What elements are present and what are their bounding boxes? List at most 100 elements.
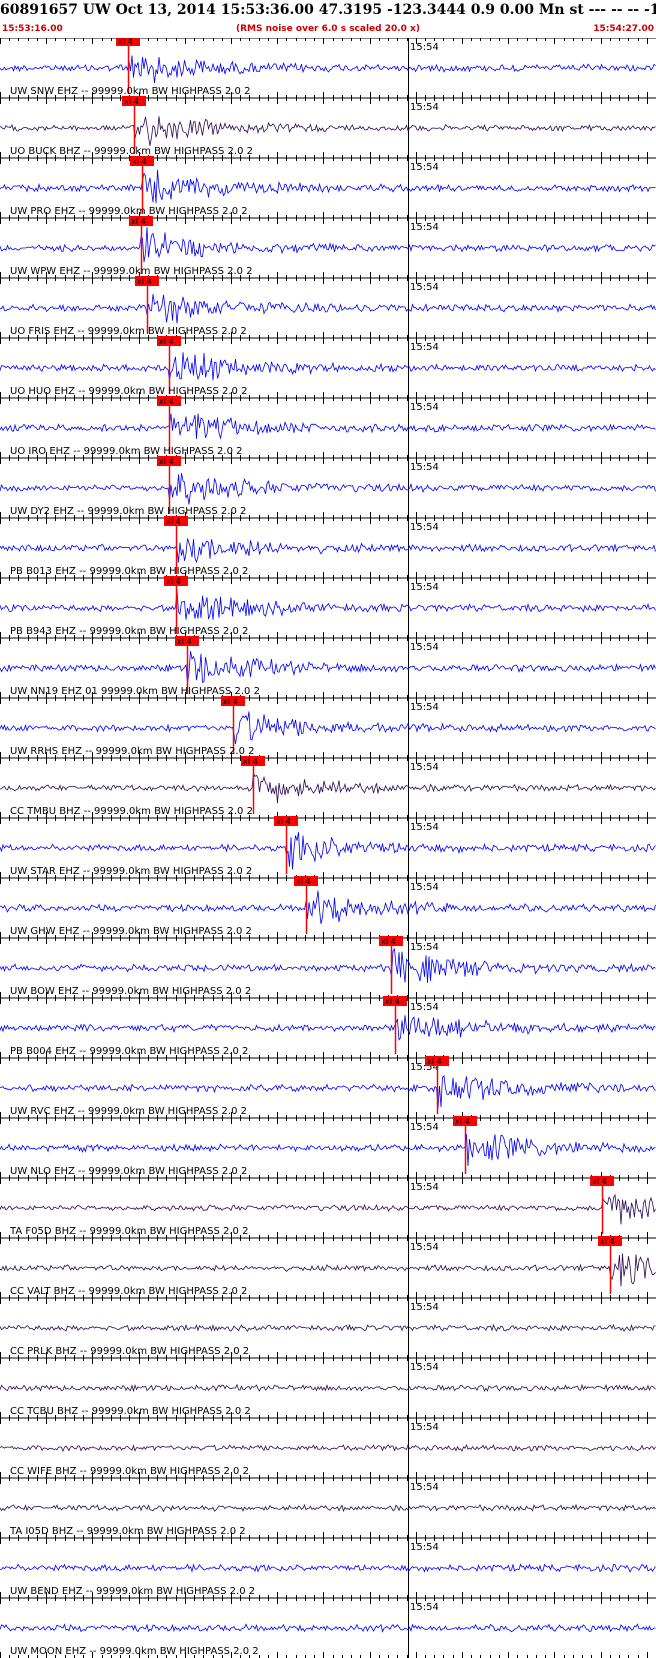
pick-label: xI 4 — [131, 217, 146, 226]
pick-flag — [241, 756, 265, 766]
minute-label: 15:54 — [410, 942, 439, 953]
waveform-trace — [0, 169, 656, 204]
pick-flag — [164, 576, 188, 586]
channel-label: TA I05D BHZ -- 99999.0km BW HIGHPASS 2.0… — [9, 1526, 246, 1537]
pick-label: xI 4 — [137, 277, 152, 286]
pick-label: xI 4 — [243, 757, 258, 766]
pick-flag — [294, 876, 318, 886]
waveform-trace — [0, 538, 656, 564]
time-ticks — [0, 98, 656, 158]
minute-label: 15:54 — [410, 522, 439, 533]
minute-label: 15:54 — [410, 102, 439, 113]
minute-label: 15:54 — [410, 702, 439, 713]
pick-flag — [274, 816, 298, 826]
time-ticks — [0, 1058, 656, 1118]
waveform-trace — [0, 832, 656, 870]
channel-label: UO BUCK BHZ -- 99999.0km BW HIGHPASS 2.0… — [10, 146, 253, 157]
minute-label: 15:54 — [410, 1062, 439, 1073]
channel-label: CC TCBU BHZ -- 99999.0km BW HIGHPASS 2.0… — [10, 1406, 251, 1417]
channel-label: UW RVC EHZ -- 99999.0km BW HIGHPASS 2.0 … — [10, 1106, 247, 1117]
minute-label: 15:54 — [410, 762, 439, 773]
waveform-trace — [0, 413, 656, 440]
pick-flag — [221, 696, 245, 706]
channel-label: UW SNW EHZ -- 99999.0km BW HIGHPASS 2.0 … — [10, 86, 250, 97]
minute-label: 15:54 — [410, 462, 439, 473]
pick-label: xI 4 — [177, 637, 192, 646]
pick-label: xI 4 — [166, 577, 181, 586]
event-title: 60891657 UW Oct 13, 2014 15:53:36.00 47.… — [0, 2, 656, 18]
pick-flag — [129, 216, 153, 226]
minute-label: 15:54 — [410, 222, 439, 233]
channel-label: UW MOON EHZ -- 99999.0km BW HIGHPASS 2.0… — [10, 1646, 259, 1657]
waveform-trace — [0, 55, 656, 84]
waveform-trace — [0, 1134, 656, 1166]
time-ticks — [0, 458, 656, 518]
time-ticks — [0, 938, 656, 998]
minute-label: 15:54 — [410, 1482, 439, 1493]
waveform-trace — [0, 1323, 656, 1332]
channel-label: PB B004 EHZ -- 99999.0km BW HIGHPASS 2.0… — [10, 1046, 248, 1057]
waveform-trace — [0, 294, 656, 324]
pick-flag — [157, 396, 181, 406]
pick-flag — [135, 276, 159, 286]
minute-label: 15:54 — [410, 642, 439, 653]
waveform-trace — [0, 227, 656, 263]
time-ticks — [0, 38, 656, 98]
channel-label: UW NN19 EHZ 01 99999.0km BW HIGHPASS 2.0… — [10, 686, 260, 697]
header: 60891657 UW Oct 13, 2014 15:53:36.00 47.… — [0, 0, 656, 38]
time-ticks — [0, 1478, 656, 1538]
channel-label: UO HUO EHZ -- 99999.0km BW HIGHPASS 2.0 … — [10, 386, 247, 397]
waveform-trace — [0, 1075, 656, 1109]
waveform-trace — [0, 1563, 656, 1573]
waveform-trace — [0, 352, 656, 381]
channel-label: CC PRLK BHZ -- 99999.0km BW HIGHPASS 2.0… — [10, 1346, 249, 1357]
channel-label: UW GHW EHZ -- 99999.0km BW HIGHPASS 2.0 … — [10, 926, 252, 937]
time-ticks — [0, 398, 656, 458]
minute-label: 15:54 — [410, 342, 439, 353]
channel-label: UW RRHS EHZ -- 99999.0km BW HIGHPASS 2.0… — [10, 746, 255, 757]
waveform-trace — [0, 116, 656, 146]
pick-flag — [157, 456, 181, 466]
channel-label: UW PRO EHZ -- 99999.0km BW HIGHPASS 2.0 … — [10, 206, 248, 217]
channel-label: CC TMBU BHZ -- 99999.0km BW HIGHPASS 2.0… — [10, 806, 253, 817]
pick-flag — [453, 1116, 477, 1126]
pick-label: xI 4 — [276, 817, 291, 826]
waveform-trace — [0, 711, 656, 745]
minute-label: 15:54 — [410, 882, 439, 893]
pick-flag — [157, 336, 181, 346]
waveform-trace — [0, 1193, 656, 1225]
channel-label: TA F05D BHZ -- 99999.0km BW HIGHPASS 2.0… — [9, 1226, 248, 1237]
time-ticks — [0, 758, 656, 818]
channel-label: UO FRIS EHZ -- 99999.0km BW HIGHPASS 2.0… — [10, 326, 247, 337]
pick-flag — [383, 996, 407, 1006]
minute-label: 15:54 — [410, 1302, 439, 1313]
pick-flag — [598, 1236, 622, 1246]
pick-flag — [379, 936, 403, 946]
minute-label: 15:54 — [410, 582, 439, 593]
pick-flag — [175, 636, 199, 646]
channel-label: PB B943 EHZ -- 99999.0km BW HIGHPASS 2.0… — [10, 626, 248, 637]
pick-label: xI 4 — [296, 877, 311, 886]
minute-label: 15:54 — [410, 162, 439, 173]
waveform-trace — [0, 473, 656, 505]
minute-label: 15:54 — [410, 1002, 439, 1013]
pick-flag — [425, 1056, 449, 1066]
pick-label: xI 4 — [124, 97, 139, 106]
minute-label: 15:54 — [410, 42, 439, 53]
waveform-trace — [0, 1503, 656, 1513]
pick-flag — [130, 156, 154, 166]
waveform-trace — [0, 1383, 656, 1393]
waveform-trace — [0, 947, 656, 983]
pick-label: xI 4 — [118, 38, 133, 46]
channel-label: UW STAR EHZ -- 99999.0km BW HIGHPASS 2.0… — [10, 866, 252, 877]
minute-label: 15:54 — [410, 822, 439, 833]
channel-label: UW BOW EHZ -- 99999.0km BW HIGHPASS 2.0 … — [10, 986, 251, 997]
minute-label: 15:54 — [410, 1122, 439, 1133]
time-ticks — [0, 1298, 656, 1358]
minute-label: 15:54 — [410, 1242, 439, 1253]
scale-note: (RMS noise over 6.0 s scaled 20.0 x) — [236, 24, 420, 34]
pick-label: xI 4 — [381, 937, 396, 946]
waveform-trace — [0, 1253, 656, 1287]
minute-label: 15:54 — [410, 1182, 439, 1193]
